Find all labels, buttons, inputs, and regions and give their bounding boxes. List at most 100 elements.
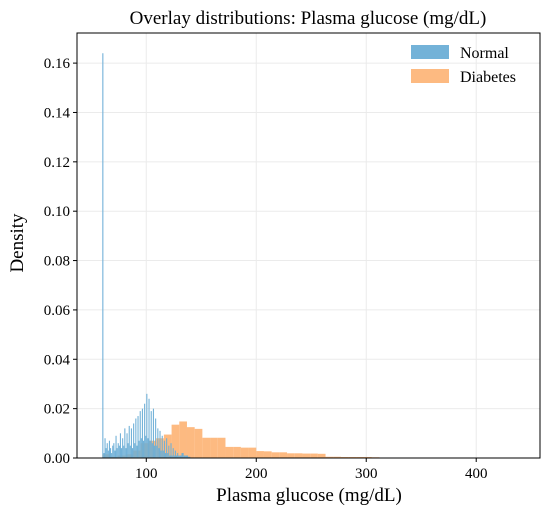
diabetes-bar bbox=[333, 456, 341, 458]
x-tick-label: 400 bbox=[465, 466, 488, 482]
normal-bar bbox=[150, 411, 152, 458]
diabetes-bar bbox=[233, 446, 241, 458]
normal-bar bbox=[170, 443, 172, 458]
normal-bar bbox=[107, 450, 109, 458]
y-tick-label: 0.16 bbox=[44, 56, 71, 72]
normal-bar bbox=[159, 430, 161, 458]
normal-bar bbox=[120, 448, 123, 458]
normal-bar bbox=[126, 433, 128, 458]
x-tick-label: 300 bbox=[355, 466, 378, 482]
y-tick-label: 0.06 bbox=[44, 303, 71, 319]
plot-area-frame bbox=[76, 32, 541, 459]
normal-bar bbox=[109, 448, 112, 458]
diabetes-bar bbox=[287, 453, 295, 458]
normal-bar bbox=[158, 448, 160, 458]
y-tick-label: 0.10 bbox=[44, 204, 70, 220]
normal-bar bbox=[147, 438, 149, 458]
normal-bar bbox=[124, 428, 126, 458]
normal-bar bbox=[163, 440, 165, 458]
normal-bar bbox=[122, 438, 124, 458]
normal-bar bbox=[164, 453, 167, 458]
normal-bar bbox=[153, 445, 156, 458]
normal-bar bbox=[179, 455, 182, 458]
normal-bar bbox=[155, 418, 157, 458]
chart-title: Overlay distributions: Plasma glucose (m… bbox=[130, 8, 487, 29]
normal-bar bbox=[160, 450, 162, 458]
normal-bar bbox=[161, 435, 163, 458]
diabetes-bar bbox=[225, 446, 234, 458]
legend-swatch-diabetes bbox=[411, 69, 449, 83]
normal-bar bbox=[185, 455, 189, 458]
legend-label-diabetes: Diabetes bbox=[460, 69, 516, 86]
normal-bar bbox=[188, 456, 191, 458]
normal-bar bbox=[181, 453, 184, 458]
y-tick-label: 0.14 bbox=[44, 105, 71, 121]
normal-bar bbox=[135, 418, 137, 458]
normal-bar bbox=[151, 443, 153, 458]
diabetes-bar bbox=[194, 428, 203, 458]
normal-bar bbox=[127, 443, 129, 458]
normal-bar bbox=[171, 455, 173, 458]
normal-bar bbox=[111, 453, 113, 458]
normal-bar bbox=[146, 393, 148, 458]
normal-bar bbox=[133, 423, 135, 458]
normal-bar bbox=[105, 448, 107, 458]
legend: Normal Diabetes bbox=[411, 45, 516, 86]
normal-bar bbox=[115, 435, 117, 458]
diabetes-bar bbox=[210, 437, 218, 458]
normal-bar bbox=[177, 453, 179, 458]
normal-bar bbox=[145, 435, 147, 458]
normal-bar bbox=[113, 443, 115, 458]
diabetes-bar bbox=[263, 451, 272, 458]
normal-bar bbox=[117, 443, 119, 458]
grid-lines bbox=[77, 33, 540, 459]
normal-bar bbox=[130, 428, 132, 458]
normal-bar bbox=[157, 428, 159, 458]
normal-bar bbox=[119, 433, 121, 458]
x-tick-label: 100 bbox=[135, 466, 158, 482]
diabetes-bar bbox=[240, 447, 249, 458]
normal-bar bbox=[103, 453, 105, 458]
normal-bar bbox=[183, 455, 186, 458]
diabetes-bar bbox=[248, 447, 257, 458]
diabetes-bar bbox=[325, 456, 334, 458]
y-axis-ticks: 0.00 0.02 0.04 0.06 0.08 0.10 0.12 0.14 0.16 bbox=[44, 56, 77, 467]
normal-bar bbox=[140, 438, 142, 458]
x-axis-label: Plasma glucose (mg/dL) bbox=[216, 485, 402, 506]
normal-bar bbox=[136, 445, 138, 458]
normal-bar bbox=[172, 448, 174, 458]
normal-bar bbox=[108, 440, 110, 458]
normal-bar bbox=[178, 455, 180, 458]
normal-bar bbox=[123, 445, 125, 458]
legend-label-normal: Normal bbox=[460, 45, 509, 62]
normal-bar bbox=[142, 440, 145, 458]
normal-bar bbox=[128, 425, 130, 458]
normal-bar bbox=[144, 403, 146, 458]
normal-bar bbox=[116, 448, 118, 458]
diabetes-bar bbox=[163, 434, 172, 458]
diabetes-bar bbox=[279, 452, 288, 458]
normal-bar bbox=[149, 440, 151, 458]
x-axis-ticks: 100 200 300 400 bbox=[135, 458, 487, 482]
y-tick-label: 0.00 bbox=[44, 451, 70, 467]
diabetes-bar bbox=[256, 451, 264, 458]
normal-bar bbox=[162, 450, 164, 458]
y-axis-label: Density bbox=[7, 213, 28, 273]
diabetes-bar bbox=[202, 437, 211, 458]
y-tick-label: 0.02 bbox=[44, 402, 70, 418]
diabetes-bar bbox=[302, 453, 311, 458]
normal-bar bbox=[112, 445, 114, 458]
y-tick-label: 0.08 bbox=[44, 254, 70, 270]
normal-bar bbox=[156, 445, 158, 458]
normal-bar bbox=[118, 445, 120, 458]
normal-bar bbox=[175, 455, 178, 458]
normal-bar bbox=[106, 443, 108, 458]
normal-bar bbox=[137, 416, 139, 458]
normal-bar bbox=[174, 450, 176, 458]
normal-bar bbox=[166, 438, 168, 458]
diabetes-bar bbox=[317, 453, 326, 458]
normal-bar bbox=[167, 453, 169, 458]
y-tick-label: 0.04 bbox=[44, 352, 71, 368]
diabetes-bar bbox=[271, 452, 280, 458]
